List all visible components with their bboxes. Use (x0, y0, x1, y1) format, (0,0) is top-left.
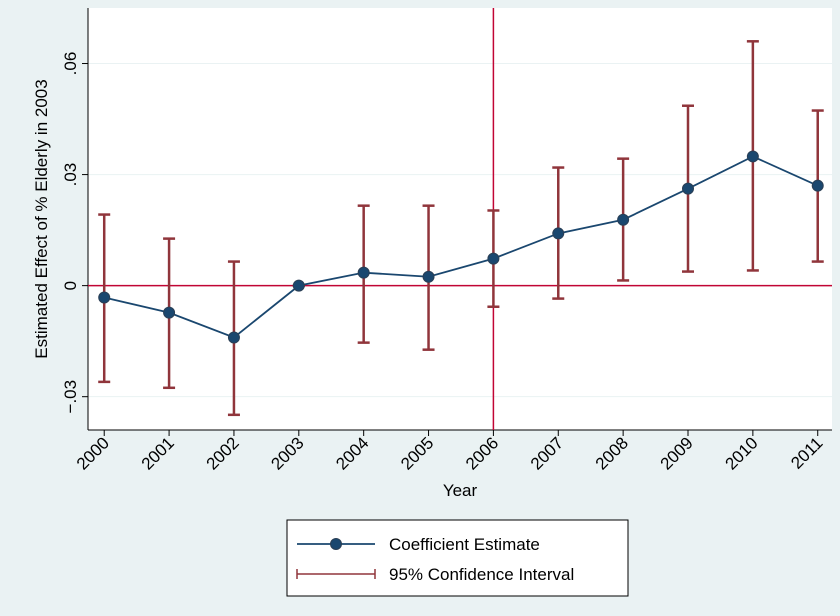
marker (487, 252, 500, 265)
series-line (104, 155, 819, 339)
x-axis-title: Year (443, 481, 478, 500)
y-axis-title: Estimated Effect of % Elderly in 2003 (32, 79, 51, 358)
x-tick-label: 2004 (332, 433, 372, 473)
marker (98, 291, 111, 304)
marker (811, 179, 824, 192)
x-tick-label: 2008 (592, 433, 632, 473)
legend-marker (330, 538, 342, 550)
x-tick-label: 2001 (138, 433, 178, 473)
legend (286, 519, 629, 597)
marker (617, 213, 630, 226)
marker (746, 150, 759, 163)
y-tick-label: .03 (61, 163, 80, 187)
x-tick-label: 2006 (462, 433, 502, 473)
x-tick-label: 2002 (203, 433, 243, 473)
marker (292, 279, 305, 292)
marker (357, 266, 370, 279)
legend-label: 95% Confidence Interval (389, 565, 574, 584)
marker (163, 306, 176, 319)
x-tick-label: 2005 (397, 433, 437, 473)
plot-area (88, 8, 832, 430)
marker (682, 182, 694, 195)
y-tick-label: 0 (61, 281, 80, 290)
x-tick-label: 2000 (73, 433, 113, 473)
marker (227, 331, 240, 344)
legend-label: Coefficient Estimate (389, 535, 540, 554)
y-tick-label: .06 (61, 52, 80, 76)
y-tick-label: −.03 (61, 380, 80, 414)
marker (422, 270, 435, 283)
x-tick-label: 2009 (657, 433, 697, 473)
x-tick-label: 2010 (722, 433, 762, 473)
x-tick-label: 2003 (267, 433, 307, 473)
x-tick-label: 2011 (787, 433, 826, 472)
marker (552, 227, 565, 240)
x-tick-label: 2007 (527, 433, 567, 473)
